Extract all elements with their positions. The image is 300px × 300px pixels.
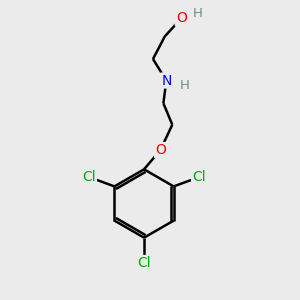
Text: H: H bbox=[180, 80, 190, 92]
Text: Cl: Cl bbox=[192, 170, 206, 184]
Text: Cl: Cl bbox=[137, 256, 151, 270]
Text: O: O bbox=[176, 11, 187, 26]
Text: H: H bbox=[193, 7, 202, 20]
Text: N: N bbox=[161, 74, 172, 88]
Text: O: O bbox=[155, 143, 166, 157]
Text: Cl: Cl bbox=[82, 170, 96, 184]
